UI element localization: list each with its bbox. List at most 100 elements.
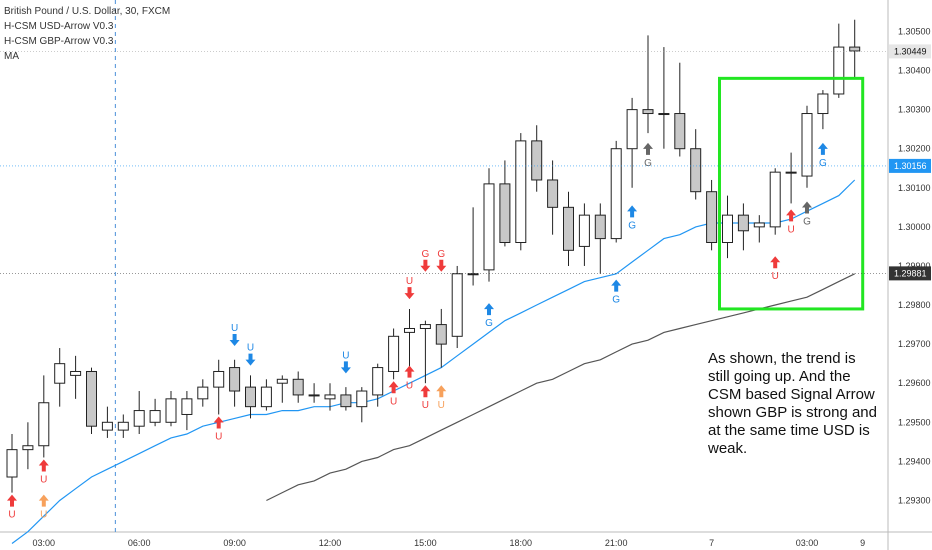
time-tick-label: 18:00 — [510, 538, 533, 548]
candle-up — [626, 109, 638, 150]
signal-letter: U — [422, 400, 429, 411]
signal-arrow-up: U — [38, 459, 49, 485]
arrow-up-icon — [38, 459, 49, 472]
candle-down — [340, 394, 352, 408]
candle-down — [292, 378, 304, 396]
price-tick-label: 1.29500 — [898, 417, 931, 427]
time-tick-label: 15:00 — [414, 538, 437, 548]
candle-up — [515, 140, 527, 244]
arrow-up-icon — [436, 385, 447, 398]
signal-letter: U — [8, 510, 15, 521]
arrow-up-icon — [420, 385, 431, 398]
signal-letter: U — [787, 224, 794, 235]
signal-arrow-up: U — [436, 385, 447, 411]
signal-letter: U — [390, 396, 397, 407]
signal-arrow-up: G — [802, 201, 812, 228]
price-tick-label: 1.30000 — [898, 222, 931, 232]
arrow-up-icon — [484, 303, 494, 316]
candle-down — [849, 46, 861, 52]
arrow-down-icon — [420, 259, 431, 272]
signal-arrow-down: U — [404, 276, 415, 300]
signal-letter: U — [231, 323, 238, 334]
candle-down — [435, 324, 447, 345]
annotation-note: As shown, the trend is still going up. A… — [708, 350, 877, 457]
signal-arrow-up: U — [404, 365, 415, 392]
candle-up — [467, 273, 479, 276]
price-tick-label: 1.29900 — [898, 261, 931, 271]
signal-arrow-up: G — [817, 142, 828, 169]
time-axis[interactable]: 03:00 06:00 09:00 12:00 15:00 18:00 21:00 7 03:0… — [33, 538, 866, 548]
candle-up — [610, 148, 622, 240]
signal-arrow-down: U — [229, 323, 240, 347]
candle-up — [404, 327, 415, 333]
price-tick-label: 1.29600 — [898, 378, 931, 388]
candle-up — [181, 398, 193, 415]
signal-letter: G — [422, 249, 430, 260]
legend-gbp-arrow-indicator[interactable]: H-CSM GBP-Arrow V0.3 — [4, 36, 114, 47]
candles — [6, 19, 861, 493]
signal-arrow-down: G — [420, 249, 431, 272]
candle-up — [165, 398, 177, 423]
candle-up — [769, 171, 781, 228]
candle-up — [388, 335, 400, 372]
signal-letter: U — [40, 474, 47, 485]
arrow-up-icon — [611, 279, 622, 292]
candle-up — [54, 363, 66, 384]
signal-arrow-down: U — [340, 350, 351, 374]
signal-letter: G — [819, 158, 827, 169]
candle-down — [86, 370, 97, 427]
time-tick-label: 9 — [860, 538, 865, 548]
arrow-up-icon — [817, 142, 828, 155]
price-label: 1.30449 — [0, 44, 931, 59]
candle-up — [197, 386, 209, 400]
signal-arrow-up: G — [611, 279, 622, 306]
price-tick-label: 1.29800 — [898, 300, 931, 310]
legend-usd-arrow-indicator[interactable]: H-CSM USD-Arrow V0.3 — [4, 21, 114, 32]
candle-down — [547, 179, 559, 208]
arrow-up-icon — [802, 201, 812, 214]
signal-arrow-up: U — [388, 381, 399, 407]
time-tick-label: 03:00 — [796, 538, 819, 548]
time-tick-label: 03:00 — [33, 538, 56, 548]
price-axis[interactable]: 1.30500 1.30400 1.30300 1.30200 1.30100 1.300… — [0, 26, 931, 505]
signal-arrow-up: G — [484, 303, 494, 329]
candle-up — [785, 171, 797, 174]
arrow-down-icon — [404, 287, 415, 300]
arrow-up-icon — [388, 381, 399, 394]
price-tick-label: 1.29700 — [898, 339, 931, 349]
legend-symbol-title[interactable]: British Pound / U.S. Dollar, 30, FXCM — [4, 6, 171, 17]
signal-arrow-up: U — [213, 416, 224, 442]
candle-down — [499, 183, 511, 244]
candle-down — [245, 386, 256, 408]
candle-up — [22, 445, 34, 451]
chart-legend: British Pound / U.S. Dollar, 30, FXCM H-… — [4, 4, 170, 64]
signal-letter: U — [40, 510, 47, 521]
candle-up — [6, 449, 18, 478]
candle-up — [817, 93, 829, 115]
candle-up — [101, 421, 113, 431]
signal-letter: G — [612, 295, 620, 306]
price-tick-label: 1.30300 — [898, 105, 931, 115]
signal-arrow-up: G — [643, 142, 653, 169]
price-label-box — [889, 158, 931, 173]
price-label-text: 1.29881 — [894, 268, 927, 278]
candle-up — [372, 367, 384, 396]
price-tick-label: 1.30200 — [898, 144, 931, 154]
candle-up — [133, 410, 145, 427]
price-label: 1.29881 — [0, 266, 931, 281]
arrow-up-icon — [643, 142, 653, 155]
price-tick-label: 1.29400 — [898, 456, 931, 466]
candle-up — [753, 222, 765, 228]
legend-ma-indicator[interactable]: MA — [4, 51, 19, 62]
highlight-rectangle — [718, 76, 865, 311]
candle-down — [674, 113, 686, 150]
candle-up — [308, 394, 320, 397]
price-label: 1.30156 — [0, 158, 931, 173]
signal-arrow-up: G — [627, 205, 638, 231]
signal-letter: U — [406, 276, 413, 287]
signal-arrow-up: U — [420, 385, 431, 411]
signal-arrow-up: U — [786, 209, 797, 235]
signal-letter: U — [772, 271, 779, 282]
